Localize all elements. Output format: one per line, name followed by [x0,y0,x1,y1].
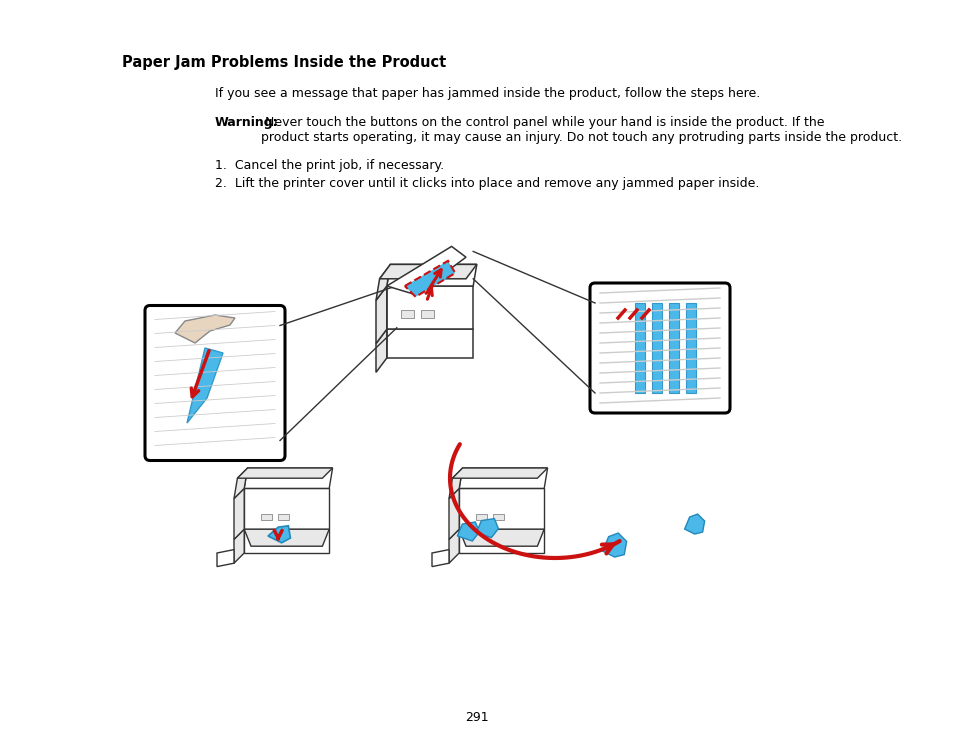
Polygon shape [216,550,233,567]
Bar [493,514,503,520]
Polygon shape [233,468,248,499]
Bar [668,303,679,393]
Polygon shape [458,529,543,553]
Bar [261,514,272,520]
Bar [651,303,661,393]
FancyBboxPatch shape [145,306,285,461]
Polygon shape [237,468,333,478]
Polygon shape [456,522,478,541]
Polygon shape [379,264,476,279]
Polygon shape [432,550,449,567]
Polygon shape [174,315,234,343]
Polygon shape [602,533,626,557]
Polygon shape [449,529,458,563]
Polygon shape [386,286,473,329]
Polygon shape [386,329,473,358]
Polygon shape [684,514,704,534]
Bar [635,303,644,393]
Polygon shape [386,264,476,286]
Polygon shape [187,348,223,423]
Polygon shape [375,329,386,373]
Polygon shape [268,525,290,543]
Bar [401,310,414,318]
Polygon shape [244,468,333,489]
Polygon shape [458,529,543,546]
FancyBboxPatch shape [589,283,729,413]
Polygon shape [404,261,455,297]
Text: 291: 291 [465,711,488,724]
Polygon shape [244,489,329,529]
Polygon shape [233,529,244,563]
Polygon shape [449,489,458,539]
Polygon shape [233,489,244,539]
Text: Never touch the buttons on the control panel while your hand is inside the produ: Never touch the buttons on the control p… [261,116,902,144]
Polygon shape [458,468,547,489]
Polygon shape [244,529,329,553]
Bar [421,310,434,318]
Bar [685,303,696,393]
Text: Paper Jam Problems Inside the Product: Paper Jam Problems Inside the Product [122,55,446,70]
Polygon shape [244,529,329,546]
Text: If you see a message that paper has jammed inside the product, follow the steps : If you see a message that paper has jamm… [214,87,760,100]
Polygon shape [458,489,543,529]
Polygon shape [449,468,462,499]
Polygon shape [386,246,465,294]
Text: Warning:: Warning: [214,116,278,129]
Bar [476,514,487,520]
Polygon shape [476,519,497,537]
Text: 2.  Lift the printer cover until it clicks into place and remove any jammed pape: 2. Lift the printer cover until it click… [214,177,759,190]
Text: 1.  Cancel the print job, if necessary.: 1. Cancel the print job, if necessary. [214,159,444,172]
Polygon shape [452,468,547,478]
Polygon shape [375,286,386,344]
Polygon shape [375,264,390,300]
Bar [278,514,289,520]
